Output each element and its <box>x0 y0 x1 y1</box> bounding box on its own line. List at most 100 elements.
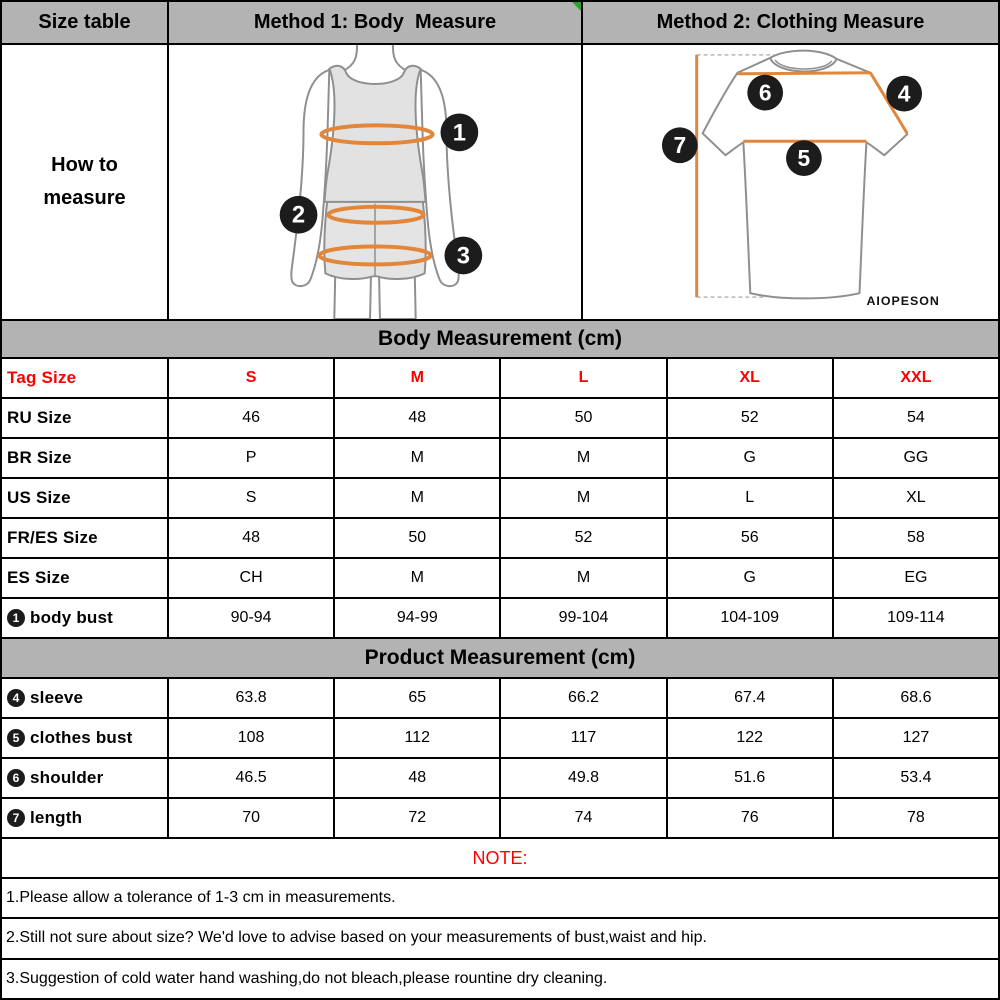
table-cell: L <box>668 479 834 517</box>
waist-measure-line <box>326 204 426 225</box>
svg-text:4: 4 <box>898 81 911 107</box>
method2-header: Method 2: Clothing Measure <box>583 2 998 43</box>
size-col-l: L <box>501 359 668 397</box>
table-cell: 53.4 <box>900 769 932 786</box>
table-cell: GG <box>903 449 929 466</box>
row-label: BR Size <box>2 439 169 477</box>
row-label: 6 shoulder <box>2 759 169 797</box>
row-label: FR/ES Size <box>2 519 169 557</box>
body-measure-diagram: 1 2 3 <box>169 45 583 319</box>
table-cell: 46 <box>169 399 336 437</box>
row-br-size: BR Size P M M G GG <box>2 439 998 479</box>
size-col-xxl: XXL <box>900 369 932 386</box>
row-ru-size: RU Size 46 48 50 52 54 <box>2 399 998 439</box>
row-sleeve: 4 sleeve 63.8 65 66.2 67.4 68.6 <box>2 679 998 719</box>
svg-text:6: 6 <box>759 80 772 106</box>
table-cell: EG <box>904 569 928 586</box>
table-cell: 56 <box>668 519 834 557</box>
circled-7-icon: 7 <box>7 809 25 827</box>
row-tag-size: Tag Size S M L XL XXL <box>2 359 998 399</box>
top-header-row: Size table Method 1: Body Measure Method… <box>2 2 998 45</box>
table-cell: M <box>501 479 668 517</box>
row-label-text: clothes bust <box>30 728 133 747</box>
clothing-measure-diagram: 6 4 5 7 AIOPESON <box>583 45 998 319</box>
row-fres-size: FR/ES Size 48 50 52 56 58 <box>2 519 998 559</box>
table-cell: 104-109 <box>668 599 834 637</box>
table-cell: 50 <box>501 399 668 437</box>
row-es-size: ES Size CH M M G EG <box>2 559 998 599</box>
size-col-xl: XL <box>668 359 834 397</box>
table-cell: 112 <box>335 719 502 757</box>
tag-size-label: Tag Size <box>2 359 169 397</box>
row-label: 7 length <box>2 799 169 837</box>
marker-4-icon: 4 <box>886 75 923 112</box>
table-cell: 51.6 <box>668 759 834 797</box>
row-label: US Size <box>2 479 169 517</box>
table-cell: 117 <box>501 719 668 757</box>
table-cell: XL <box>906 489 926 506</box>
row-shoulder: 6 shoulder 46.5 48 49.8 51.6 53.4 <box>2 759 998 799</box>
table-cell: G <box>668 439 834 477</box>
circled-4-icon: 4 <box>7 689 25 707</box>
table-cell: CH <box>169 559 336 597</box>
tshirt-illustration: 6 4 5 7 AIOPESON <box>661 49 939 308</box>
method1-header-label: Method 1: Body Measure <box>253 11 497 33</box>
table-cell: 46.5 <box>169 759 336 797</box>
method1-header: Method 1: Body Measure <box>169 2 583 43</box>
table-cell: 52 <box>501 519 668 557</box>
row-length: 7 length 70 72 74 76 78 <box>2 799 998 839</box>
svg-text:5: 5 <box>798 145 811 171</box>
table-cell: P <box>169 439 336 477</box>
marker-2-icon: 2 <box>279 195 318 234</box>
note-item-1: 1.Please allow a tolerance of 1-3 cm in … <box>2 879 998 920</box>
size-col-m: M <box>335 359 502 397</box>
how-to-measure-label: How to measure <box>2 45 169 319</box>
table-cell: 63.8 <box>169 679 336 717</box>
table-cell: M <box>335 439 502 477</box>
body-figure-illustration: 1 2 3 <box>279 45 483 319</box>
body-measurement-title: Body Measurement (cm) <box>378 327 622 350</box>
marker-6-icon: 6 <box>747 74 784 111</box>
how-to-line1: How to <box>51 154 118 176</box>
circled-5-icon: 5 <box>7 729 25 747</box>
row-label: 4 sleeve <box>2 679 169 717</box>
table-cell: M <box>501 559 668 597</box>
brand-text: AIOPESON <box>866 294 939 308</box>
row-label: 1 body bust <box>2 599 169 637</box>
row-label: 5 clothes bust <box>2 719 169 757</box>
table-cell: 78 <box>907 809 925 826</box>
table-cell: 108 <box>169 719 336 757</box>
note-title-row: NOTE: <box>2 839 998 879</box>
note-item-3: 3.Suggestion of cold water hand washing,… <box>6 969 608 987</box>
svg-text:1: 1 <box>453 119 466 146</box>
table-cell: 50 <box>335 519 502 557</box>
table-cell: M <box>335 559 502 597</box>
table-cell: 65 <box>335 679 502 717</box>
row-clothes-bust: 5 clothes bust 108 112 117 122 127 <box>2 719 998 759</box>
table-cell: 127 <box>902 729 930 746</box>
row-body-bust: 1 body bust 90-94 94-99 99-104 104-109 1… <box>2 599 998 639</box>
how-to-line2: measure <box>43 187 126 209</box>
size-table-title: Size table <box>2 2 169 43</box>
circled-1-icon: 1 <box>7 609 25 627</box>
table-cell: 90-94 <box>169 599 336 637</box>
table-cell: 68.6 <box>900 689 932 706</box>
table-cell: 52 <box>668 399 834 437</box>
circled-6-icon: 6 <box>7 769 25 787</box>
table-cell: 122 <box>668 719 834 757</box>
body-measurement-title-row: Body Measurement (cm) <box>2 321 998 359</box>
table-cell: 54 <box>907 409 925 426</box>
marker-7-icon: 7 <box>661 127 698 164</box>
row-label: ES Size <box>2 559 169 597</box>
product-measurement-title-row: Product Measurement (cm) <box>2 639 998 679</box>
table-cell: 76 <box>668 799 834 837</box>
svg-text:3: 3 <box>457 242 470 269</box>
row-label-text: body bust <box>30 608 114 627</box>
table-cell: 99-104 <box>501 599 668 637</box>
green-corner-marker-icon <box>572 2 581 11</box>
table-cell: 48 <box>335 759 502 797</box>
table-cell: G <box>668 559 834 597</box>
marker-1-icon: 1 <box>440 113 479 152</box>
table-cell: S <box>169 479 336 517</box>
